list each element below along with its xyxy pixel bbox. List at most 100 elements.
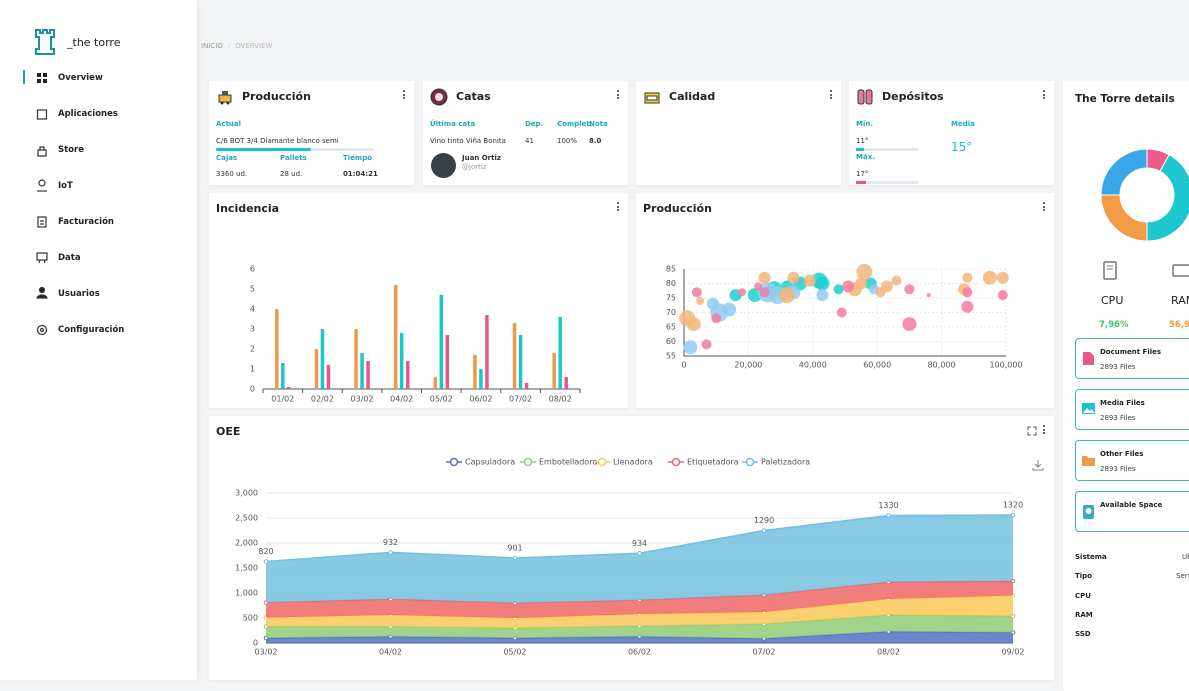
file-box[interactable]: Media Files 2893 Files [1075, 389, 1189, 430]
bar [433, 377, 438, 389]
menu[interactable] [1043, 90, 1046, 101]
bubble [787, 271, 800, 284]
level-bar [856, 181, 919, 184]
menu[interactable] [617, 90, 620, 101]
menu[interactable] [1043, 202, 1046, 213]
separator: / [227, 42, 231, 50]
legend-marker [745, 457, 755, 467]
data-label: 1290 [754, 516, 774, 525]
nav-item[interactable]: Facturación [58, 217, 114, 227]
progress-track [216, 148, 374, 151]
nav-item[interactable]: Usuarios [58, 289, 100, 299]
bar [558, 317, 562, 389]
bubble [701, 339, 712, 350]
bar [524, 383, 529, 389]
crumb[interactable]: INICIO [201, 42, 223, 50]
label: Máx. [856, 153, 875, 161]
nav-item[interactable]: Aplicaciones [58, 109, 118, 119]
x-tick-label: 40,000 [799, 361, 827, 370]
bubble [962, 272, 973, 283]
legend-label: Embotelladora [539, 458, 597, 467]
x-tick-label: 03/02 [254, 648, 277, 657]
point [761, 528, 767, 533]
bubble [902, 317, 917, 332]
bar [354, 329, 358, 389]
bar [314, 349, 319, 389]
y-tick-label: 3,000 [235, 489, 258, 498]
bubble [711, 313, 722, 324]
data-label: 932 [383, 538, 398, 547]
value: 41 [525, 137, 534, 145]
legend-marker [523, 457, 533, 467]
bubble-chart: 55 60 65 70 75 80 85 0 20,000 40,000 60,000 80,000 1… [666, 263, 1023, 370]
file-count: 2893 Files [1100, 465, 1136, 473]
nav-item[interactable]: Overview [58, 73, 103, 83]
data-label: 1330 [878, 501, 898, 510]
expand-icon[interactable] [1027, 426, 1037, 436]
bubble [683, 340, 698, 355]
stat-label: RAM [1171, 294, 1189, 307]
stat-value: 7,96% [1099, 320, 1129, 330]
file-box[interactable]: Available Space [1075, 491, 1189, 532]
area-chart: 0 500 1,000 1,500 2,000 2,500 3,000 03/02 04/02 0… [235, 457, 1024, 657]
file-count: 2893 Files [1100, 363, 1136, 371]
file-icon [1082, 403, 1095, 414]
nav-item[interactable]: Configuración [58, 325, 125, 335]
bar [366, 361, 370, 389]
sidebar: _the torre Overview Aplicaciones Store I… [0, 0, 197, 680]
user-handle: @jortiz [462, 163, 487, 171]
brand: _the torre [67, 36, 121, 49]
point [1010, 512, 1016, 518]
breadcrumb: INICIO / OVERVIEW [201, 42, 272, 50]
menu[interactable] [617, 202, 620, 213]
label: Mín. [856, 120, 874, 128]
incidencia-card: Incidencia 0 1 2 3 4 5 6 01/02 02/02 03/02 04/02 05… [209, 193, 628, 408]
y-tick-label: 60 [666, 337, 676, 346]
column-label: Tiempo [343, 154, 373, 162]
donut-segment [1146, 154, 1189, 242]
x-tick-label: 06/02 [469, 395, 492, 404]
level-bar [856, 148, 919, 151]
bar [326, 365, 331, 389]
bar [485, 315, 489, 389]
file-box[interactable]: Document Files 2893 Files [1075, 338, 1189, 379]
nav-item[interactable]: Data [58, 253, 81, 263]
download-icon[interactable] [1032, 459, 1044, 471]
spec-label: Sistema [1075, 553, 1107, 561]
card-title: OEE [216, 425, 241, 438]
bar [399, 333, 404, 389]
bubble [996, 271, 1009, 284]
file-box[interactable]: Other Files 2893 Files [1075, 440, 1189, 481]
avatar [431, 153, 456, 178]
menu[interactable] [403, 90, 406, 101]
catas-card: Catas Última cata Dep. Complet. Nota Vin… [423, 81, 628, 185]
y-tick-label: 85 [666, 265, 676, 274]
card-title: Depósitos [882, 90, 944, 103]
spec-value: Serv [1176, 572, 1189, 580]
file-icon [1083, 505, 1094, 519]
legend-label: Etiquetadora [687, 458, 739, 467]
column-label: Pallets [280, 154, 307, 162]
nav-item[interactable]: IoT [58, 181, 73, 191]
bubble [696, 296, 705, 305]
column-label: Nota [589, 120, 608, 128]
bubble [891, 275, 902, 286]
value: 3360 ud. [216, 170, 248, 178]
menu[interactable] [830, 90, 833, 101]
y-tick-label: 75 [666, 294, 676, 303]
menu[interactable] [1043, 425, 1046, 436]
y-tick-label: 5 [250, 285, 255, 294]
produccion-card: Producción Actual C/6 BOT 3/4 Diamante b… [209, 81, 414, 185]
file-name: Document Files [1100, 348, 1162, 356]
panel-title: The Torre details [1075, 93, 1175, 105]
bar-chart: 0 1 2 3 4 5 6 01/02 02/02 03/02 04/02 05/02 06/02 07/… [250, 265, 581, 404]
bubble [836, 307, 847, 318]
legend-marker [597, 457, 607, 467]
nav-item[interactable]: Store [58, 145, 84, 155]
value: Vino tinto Viña Bonita [430, 137, 506, 145]
bubble [961, 300, 974, 313]
x-tick-label: 09/02 [1001, 648, 1024, 657]
x-tick-label: 80,000 [928, 361, 956, 370]
bar [275, 309, 279, 389]
data-label: 1320 [1003, 501, 1023, 510]
